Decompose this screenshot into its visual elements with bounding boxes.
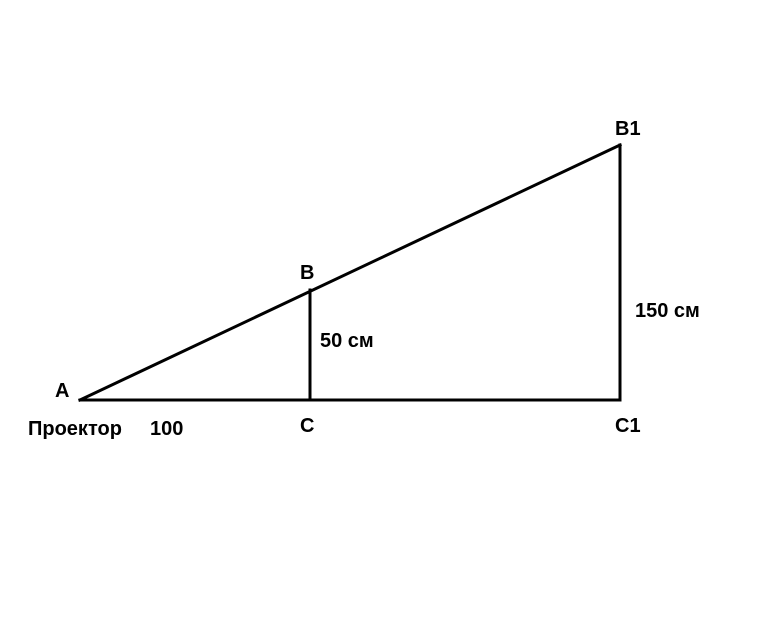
label-c: C bbox=[300, 415, 314, 438]
label-c1: C1 bbox=[615, 415, 641, 438]
label-a: A bbox=[55, 380, 69, 403]
geometry-diagram: A B C B1 C1 Проектор 100 50 см 150 см bbox=[0, 0, 768, 614]
diagram-lines bbox=[80, 145, 620, 400]
label-height-bc: 50 см bbox=[320, 330, 374, 353]
label-height-b1c1: 150 см bbox=[635, 300, 700, 323]
label-b1: B1 bbox=[615, 118, 641, 141]
label-projector: Проектор bbox=[28, 418, 122, 441]
label-b: B bbox=[300, 262, 314, 285]
label-distance-ac: 100 bbox=[150, 418, 183, 441]
